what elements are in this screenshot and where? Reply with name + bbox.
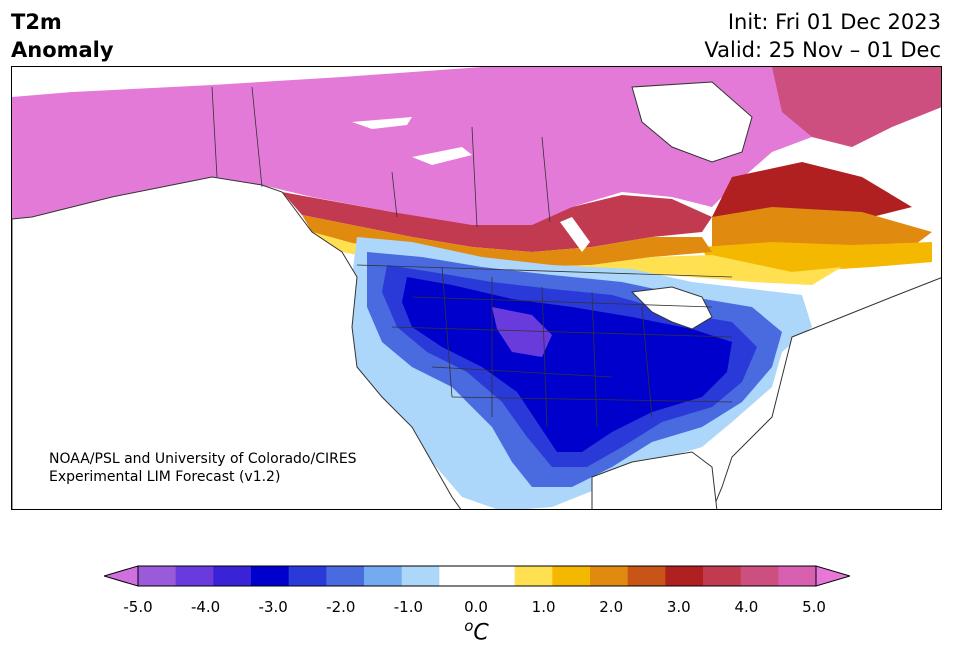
lake-athabasca <box>412 147 472 165</box>
colorbar-cell <box>326 566 365 586</box>
title-line-2: Anomaly <box>11 38 114 62</box>
colorbar-cell <box>138 566 177 586</box>
colorbar-cells <box>138 566 817 586</box>
colorbar-cell <box>627 566 666 586</box>
valid-range: Valid: 25 Nov – 01 Dec <box>704 38 941 62</box>
colorbar-tick-label: -5.0 <box>123 598 153 616</box>
colorbar-cell <box>590 566 629 586</box>
map-canvas <box>12 67 941 509</box>
colorbar-tick-label: 2.0 <box>599 598 624 616</box>
unit-superscript: o <box>464 617 474 635</box>
forecast-dates: Init: Fri 01 Dec 2023 Valid: 25 Nov – 01… <box>704 8 941 64</box>
hudson-bay <box>631 81 753 163</box>
colorbar-cell <box>552 566 591 586</box>
colorbar-cell <box>401 566 440 586</box>
colorbar-tick-labels: -5.0 -4.0 -3.0 -2.0 -1.0 0.0 1.0 2.0 3.0 4.0 5.0 <box>0 598 953 618</box>
warm-anomaly-quebec-yellow <box>702 242 932 272</box>
colorbar-cell <box>175 566 214 586</box>
colorbar-cell <box>778 566 817 586</box>
anomaly-map <box>11 66 942 510</box>
colorbar-cell <box>703 566 742 586</box>
colorbar-high-extend <box>815 565 850 587</box>
colorbar-cell <box>514 566 553 586</box>
great-lakes <box>630 286 713 330</box>
colorbar-tick-label: -4.0 <box>190 598 221 616</box>
init-date: Init: Fri 01 Dec 2023 <box>727 10 941 34</box>
warm-band-red <box>282 192 712 252</box>
colorbar-tick-label: -3.0 <box>258 598 288 616</box>
credit-line-2: Experimental LIM Forecast (v1.2) <box>49 469 281 485</box>
unit-letter: C <box>473 620 489 646</box>
colorbar-tick-label: 5.0 <box>802 598 826 616</box>
warm-band-yellow <box>312 232 842 285</box>
colorbar-cell <box>364 566 403 586</box>
colorbar-cell <box>740 566 779 586</box>
colorbar-outline <box>137 565 817 587</box>
map-title: T2m Anomaly <box>11 8 114 64</box>
warm-band-orange <box>302 215 712 267</box>
colorbar <box>104 565 850 587</box>
colorbar-cell <box>439 566 478 586</box>
pacific-ocean <box>12 176 462 509</box>
colorbar-tick-label: 1.0 <box>531 598 556 616</box>
political-borders <box>211 86 733 428</box>
credit-line-1: NOAA/PSL and University of Colorado/CIRE… <box>49 451 357 467</box>
colorbar-cell <box>665 566 704 586</box>
colorbar-cell <box>477 566 516 586</box>
colorbar-cell <box>213 566 252 586</box>
gulf-of-mexico <box>591 451 718 509</box>
colorbar-cell <box>288 566 327 586</box>
warm-anomaly-quebec-orange <box>712 207 932 252</box>
colorbar-tick-label: -1.0 <box>393 598 424 616</box>
colorbar-tick-label: -2.0 <box>326 598 356 616</box>
colorbar-tick-label: 4.0 <box>734 598 759 616</box>
title-line-1: T2m <box>11 10 62 34</box>
colorbar-tick-label: 3.0 <box>666 598 691 616</box>
great-slave-lake <box>352 117 412 129</box>
lake-winnipeg <box>560 217 590 252</box>
atlantic-ocean <box>712 277 941 509</box>
cold-anomaly-extreme <box>492 307 552 357</box>
colorbar-cell <box>251 566 290 586</box>
colorbar-unit: oC <box>0 617 953 645</box>
colorbar-low-extend <box>104 565 139 587</box>
colorbar-tick-label: 0.0 <box>464 598 488 616</box>
data-credit: NOAA/PSL and University of Colorado/CIRE… <box>49 450 357 486</box>
cold-anomaly-core <box>402 277 732 452</box>
warm-anomaly-northeast <box>772 67 941 147</box>
